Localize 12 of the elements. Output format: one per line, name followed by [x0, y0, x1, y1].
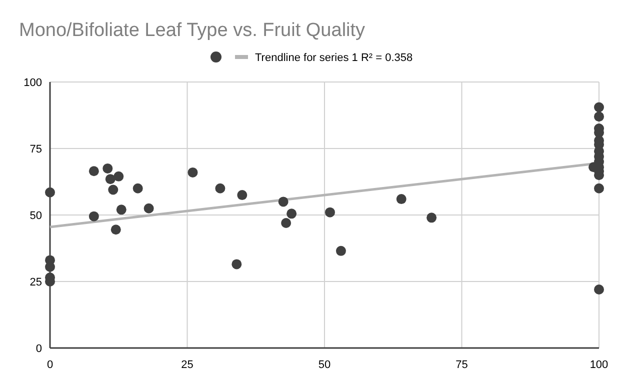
y-tick-label: 75 — [30, 144, 42, 156]
x-tick-label: 25 — [181, 359, 194, 371]
y-tick-label: 100 — [24, 77, 42, 89]
y-tick-label: 50 — [30, 210, 42, 222]
legend-label: Trendline for series 1 R² = 0.358 — [255, 52, 413, 64]
y-tick-label: 0 — [36, 343, 42, 355]
x-tick-label: 0 — [46, 359, 54, 371]
y-tick-label: 25 — [30, 276, 42, 288]
x-tick-label: 50 — [318, 359, 331, 371]
x-tick-label: 75 — [456, 359, 468, 371]
chart-title: Mono/Bifoliate Leaf Type vs. Fruit Quality — [19, 20, 366, 41]
x-tick-label: 100 — [590, 359, 608, 371]
